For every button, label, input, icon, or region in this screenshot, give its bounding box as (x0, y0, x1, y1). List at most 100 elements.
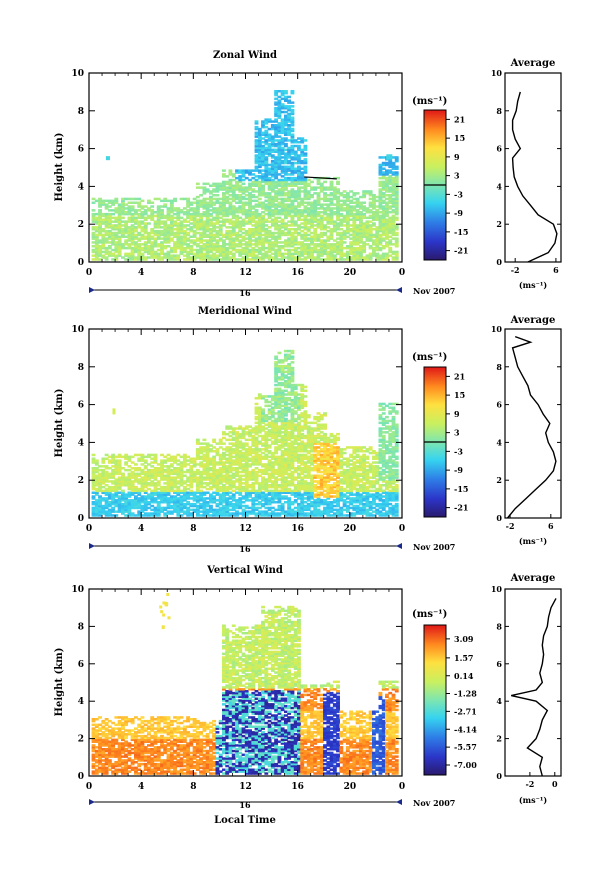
heatmap-cell (270, 171, 275, 174)
heatmap-cell (254, 421, 259, 425)
heatmap-cell (297, 228, 301, 231)
heatmap-cell (251, 485, 256, 489)
heatmap-cell (394, 175, 399, 178)
heatmap-cell (267, 254, 272, 257)
heatmap-cell (293, 209, 298, 212)
heatmap-cell (182, 229, 187, 233)
heatmap-cell (91, 468, 96, 472)
heatmap-cell (274, 485, 279, 489)
heatmap-cell (284, 205, 288, 208)
heatmap-cell (228, 455, 233, 459)
heatmap-cell (150, 489, 155, 493)
heatmap-cell (270, 245, 275, 248)
heatmap-cell (169, 220, 174, 223)
heatmap-cell (261, 246, 265, 250)
heatmap-cell (143, 246, 148, 250)
heatmap-cell (336, 226, 340, 229)
heatmap-cell (111, 203, 116, 206)
heatmap-cell (381, 245, 386, 248)
heatmap-cell (205, 455, 210, 459)
heatmap-cell (140, 254, 145, 257)
heatmap-cell (218, 502, 223, 506)
heatmap-cell (189, 470, 194, 474)
heatmap-cell (241, 237, 246, 240)
heatmap-cell (215, 463, 220, 466)
heatmap-cell (222, 194, 226, 197)
heatmap-cell (368, 237, 373, 240)
heatmap-cell (270, 201, 275, 204)
heatmap-cell (280, 199, 285, 203)
heatmap-cell (270, 167, 275, 170)
heatmap-cell (153, 220, 158, 223)
heatmap-cell (130, 489, 135, 493)
heatmap-cell (257, 431, 262, 434)
heatmap-cell (150, 491, 155, 494)
heatmap-cell (117, 495, 122, 498)
heatmap-cell (303, 152, 308, 155)
heatmap-cell (342, 218, 347, 221)
heatmap-cell (257, 158, 262, 161)
heatmap-cell (372, 235, 376, 238)
heatmap-cell (290, 156, 295, 159)
heatmap-cell (235, 197, 239, 201)
heatmap-cell (143, 243, 148, 246)
heatmap-cell (391, 222, 396, 225)
heatmap-cell (94, 487, 99, 491)
heatmap-cell (215, 222, 220, 225)
heatmap-cell (121, 256, 125, 259)
heatmap-cell (218, 514, 223, 517)
heatmap-cell (186, 478, 191, 481)
heatmap-cell (329, 229, 334, 233)
heatmap-cell (153, 510, 158, 513)
heatmap-cell (284, 188, 288, 191)
heatmap-cell (205, 476, 210, 479)
heatmap-cell (140, 207, 145, 210)
heatmap-cell (169, 455, 174, 459)
heatmap-cell (277, 178, 282, 182)
heatmap-cell (212, 228, 217, 231)
heatmap-cell (134, 235, 138, 238)
heatmap-cell (189, 241, 194, 244)
heatmap-cell (332, 188, 337, 191)
heatmap-cell (270, 506, 275, 510)
heatmap-cell (225, 427, 230, 430)
heatmap-cell (173, 248, 177, 252)
heatmap-cell (254, 148, 259, 152)
heatmap-cell (303, 228, 308, 231)
heatmap-cell (215, 491, 220, 494)
heatmap-cell (163, 455, 168, 459)
heatmap-cell (195, 463, 200, 466)
heatmap-cell (176, 499, 181, 502)
heatmap-cell (215, 231, 220, 235)
heatmap-cell (313, 220, 318, 223)
heatmap-cell (107, 455, 112, 459)
heatmap-cell (264, 415, 269, 419)
heatmap-cell (254, 131, 259, 135)
heatmap-cell (209, 487, 213, 491)
heatmap-cell (290, 248, 295, 252)
heatmap-cell (215, 485, 220, 489)
heatmap-cell (143, 491, 148, 494)
heatmap-cell (287, 207, 292, 210)
heatmap-cell (287, 169, 292, 172)
heatmap-cell (290, 129, 295, 133)
heatmap-cell (199, 252, 204, 256)
heatmap-cell (381, 229, 386, 233)
heatmap-cell (385, 169, 389, 172)
heatmap-cell (270, 218, 275, 221)
heatmap-cell (94, 254, 99, 257)
heatmap-cell (130, 216, 135, 220)
heatmap-cell (225, 450, 230, 453)
heatmap-cell (290, 182, 295, 186)
heatmap-cell (225, 508, 230, 512)
heatmap-cell (394, 184, 399, 187)
heatmap-cell (130, 248, 135, 252)
heatmap-cell (121, 455, 125, 459)
heatmap-cell (316, 258, 321, 261)
x-tick-label: 0 (399, 268, 405, 278)
heatmap-cell (274, 180, 279, 184)
heatmap-cell (209, 231, 213, 235)
heatmap-cell (257, 220, 262, 223)
heatmap-cell (173, 502, 177, 506)
